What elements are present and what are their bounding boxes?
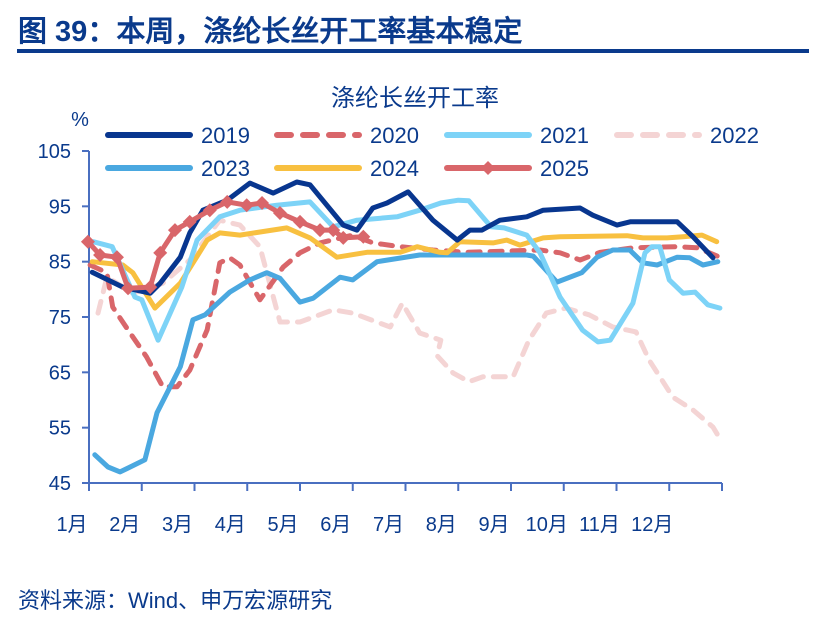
y-tick-label: 95	[49, 196, 71, 218]
legend-item-2020: 2020	[274, 123, 419, 148]
y-tick-label: 45	[49, 473, 71, 495]
x-tick-label: 4月	[215, 514, 246, 536]
x-tick-label: 2月	[109, 514, 140, 536]
x-tick-label: 6月	[320, 514, 351, 536]
source-note: 资料来源：Wind、申万宏源研究	[18, 588, 333, 613]
data-point-marker-2025	[272, 205, 287, 220]
legend-label: 2025	[540, 156, 589, 181]
legend-item-2022: 2022	[614, 123, 759, 148]
x-tick-label: 10月	[526, 514, 568, 536]
data-point-marker-2025	[153, 245, 168, 260]
series-lines	[80, 179, 725, 475]
data-point-marker-2025	[313, 223, 328, 238]
chart-title: 涤纶长丝开工率	[331, 85, 499, 112]
data-point-marker-2025	[109, 250, 124, 265]
title-underline	[17, 49, 809, 53]
legend-item-2021: 2021	[444, 123, 589, 148]
legend-label: 2024	[370, 156, 419, 181]
legend-marker	[481, 161, 495, 175]
line-chart: 涤纶长丝开工率 % 45 55 65 75 85 95 105 1月 2月 3月 4月 5月 6月 7月 8…	[38, 85, 759, 536]
y-axis-unit: %	[71, 109, 89, 131]
legend-item-2025: 2025	[444, 156, 589, 181]
x-tick-label: 12月	[631, 514, 673, 536]
legend-label: 2020	[370, 123, 419, 148]
legend-label: 2023	[201, 156, 250, 181]
data-point-marker-2025	[356, 229, 371, 244]
y-tick-label: 65	[49, 362, 71, 384]
data-point-marker-2025	[239, 198, 254, 213]
data-point-marker-2025	[202, 203, 217, 218]
series-line-2024	[89, 225, 720, 311]
data-point-marker-2025	[220, 194, 235, 209]
x-tick-label: 8月	[426, 514, 457, 536]
figure-title: 图 39：本周，涤纶长丝开工率基本稳定	[18, 16, 523, 48]
data-point-marker-2025	[93, 248, 108, 263]
y-tick-label: 55	[49, 418, 71, 440]
data-point-marker-2025	[182, 214, 197, 229]
legend-item-2019: 2019	[105, 123, 250, 148]
y-tick-label: 85	[49, 252, 71, 274]
data-point-marker-2025	[336, 230, 351, 245]
y-tick-label: 75	[49, 307, 71, 329]
data-point-marker-2025	[255, 196, 270, 211]
x-tick-label: 11月	[579, 514, 620, 536]
legend: 2019 2020 2021 2022 2023 2024 2025	[105, 123, 759, 181]
y-tick-label: 105	[38, 141, 71, 163]
series-line-2022	[95, 217, 725, 445]
series-line-2020	[87, 232, 723, 390]
series-line-2023	[92, 247, 721, 475]
x-tick-label: 1月	[56, 514, 87, 536]
data-point-marker-2025	[293, 214, 307, 229]
data-point-marker-2025	[143, 280, 158, 295]
x-tick-label: 3月	[162, 514, 193, 536]
x-tick-label: 9月	[478, 514, 509, 536]
x-tick-label: 7月	[373, 514, 404, 536]
x-tick-label: 5月	[267, 514, 298, 536]
legend-item-2023: 2023	[105, 156, 250, 181]
data-point-marker-2025	[326, 223, 341, 238]
series-line-2021	[90, 197, 723, 345]
legend-label: 2019	[201, 123, 250, 148]
legend-item-2024: 2024	[274, 156, 419, 181]
legend-label: 2022	[710, 123, 759, 148]
legend-label: 2021	[540, 123, 589, 148]
data-point-marker-2025	[80, 234, 95, 249]
axes: 45 55 65 75 85 95 105 1月 2月 3月 4月 5月 6月 7月 8月 9月 10月 11月 1…	[38, 141, 723, 536]
data-point-marker-2025	[167, 223, 182, 238]
data-point-marker-2025	[121, 281, 136, 296]
series-line-2019	[89, 179, 716, 296]
